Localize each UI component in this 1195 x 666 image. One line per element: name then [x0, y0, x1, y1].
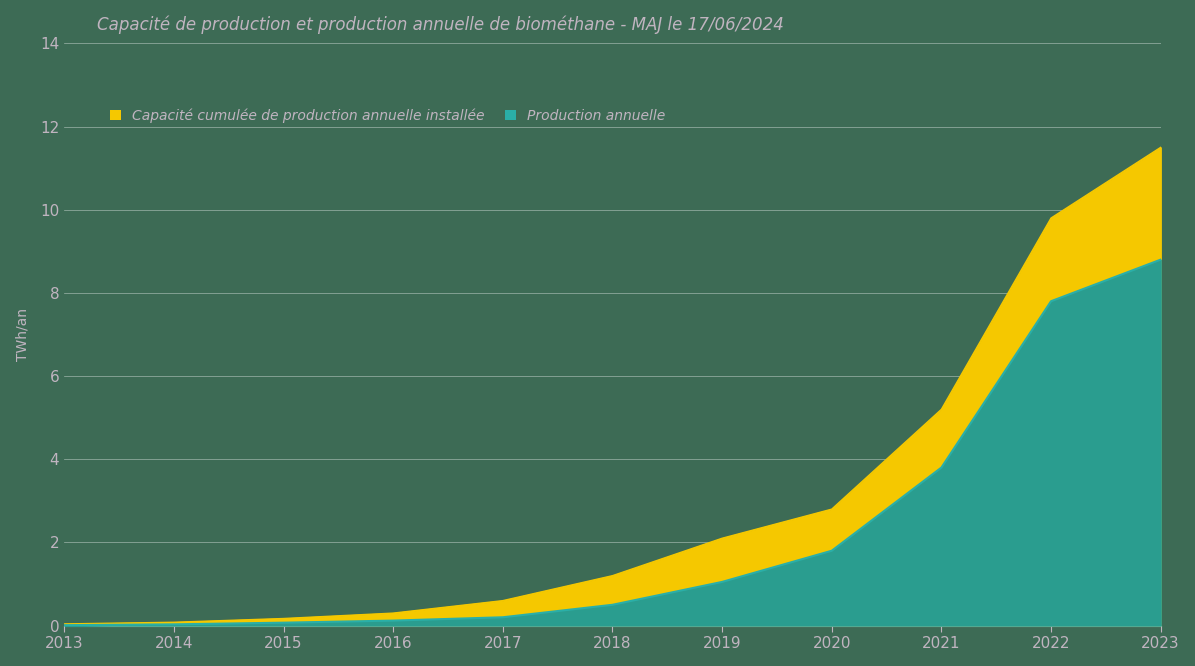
Y-axis label: TWh/an: TWh/an: [16, 308, 29, 361]
Text: Capacité de production et production annuelle de biométhane - MAJ le 17/06/2024: Capacité de production et production ann…: [97, 15, 784, 33]
Legend: Capacité cumulée de production annuelle installée, Production annuelle: Capacité cumulée de production annuelle …: [104, 103, 672, 129]
